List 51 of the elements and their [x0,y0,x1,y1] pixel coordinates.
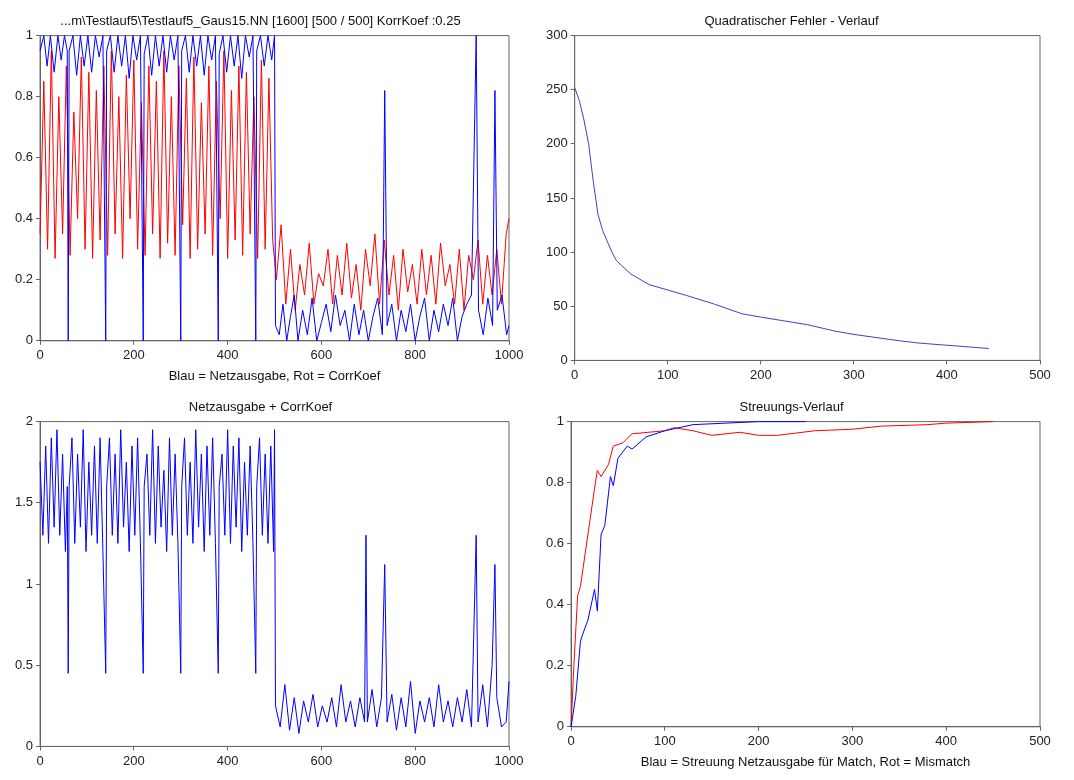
y-tick-label: 0 [25,332,34,348]
x-axis-title: Blau = Streuung Netzausgabe für Match, Rot = Mismatch [640,753,971,769]
x-tick-label: 500 [1029,733,1051,749]
chart-title: Quadratischer Fehler - Verlauf [704,13,879,29]
x-tick-label: 300 [843,366,865,382]
y-tick-label: 0 [556,718,565,734]
x-tick-label: 1000 [494,752,524,768]
y-tick-label: 0.6 [14,149,34,165]
x-tick-label: 600 [310,752,333,768]
y-tick-label: 50 [553,297,568,313]
x-tick-label: 200 [749,366,772,382]
x-tick-label: 400 [216,752,239,768]
y-tick-label: 2 [25,413,34,429]
y-tick-label: 0.4 [14,210,34,226]
y-tick-label: 0.2 [545,657,565,673]
chart-title: ...m\Testlauf5\Testlauf5_Gaus15.NN [1600] [500 / 500] KorrKoef :0.25 [60,13,461,29]
y-tick-label: 1 [556,413,565,429]
x-tick-label: 400 [216,347,239,363]
x-tick-label: 400 [935,733,958,749]
x-tick-label: 100 [656,366,679,382]
x-tick-label: 0 [571,366,579,382]
x-tick-label: 200 [747,733,770,749]
chart-title: Streuungs-Verlauf [739,399,844,415]
y-tick-label: 0.6 [545,535,565,551]
x-tick-label: 600 [310,347,333,363]
x-tick-label: 800 [404,752,427,768]
y-tick-label: 0.8 [14,88,34,104]
y-tick-label: 200 [545,135,568,151]
y-tick-label: 0.8 [545,474,565,490]
y-tick-label: 250 [545,81,568,97]
y-tick-label: 1.5 [14,494,34,510]
x-tick-label: 200 [123,752,145,768]
x-tick-label: 300 [841,733,864,749]
chart-title: Netzausgabe + CorrKoef [188,399,333,415]
x-tick-label: 100 [654,733,676,749]
x-tick-label: 200 [123,347,145,363]
y-tick-label: 150 [545,189,568,205]
y-tick-label: 0.2 [14,271,34,287]
y-tick-label: 1 [25,27,34,43]
x-tick-label: 400 [936,366,958,382]
x-tick-label: 1000 [494,347,524,363]
x-axis-title: Blau = Netzausgabe, Rot = CorrKoef [168,367,381,383]
y-tick-label: 0.5 [14,656,34,672]
y-tick-label: 100 [545,243,568,259]
x-tick-label: 500 [1029,366,1051,382]
x-tick-label: 800 [404,347,427,363]
x-tick-label: 0 [36,752,44,768]
y-tick-label: 0.4 [545,596,565,612]
y-tick-label: 1 [25,575,34,591]
x-tick-label: 0 [36,347,44,363]
y-tick-label: 300 [545,27,568,43]
